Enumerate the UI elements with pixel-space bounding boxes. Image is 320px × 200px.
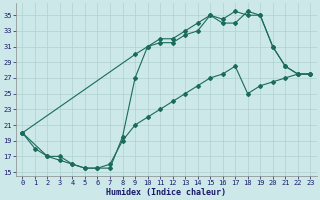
X-axis label: Humidex (Indice chaleur): Humidex (Indice chaleur) (106, 188, 226, 197)
